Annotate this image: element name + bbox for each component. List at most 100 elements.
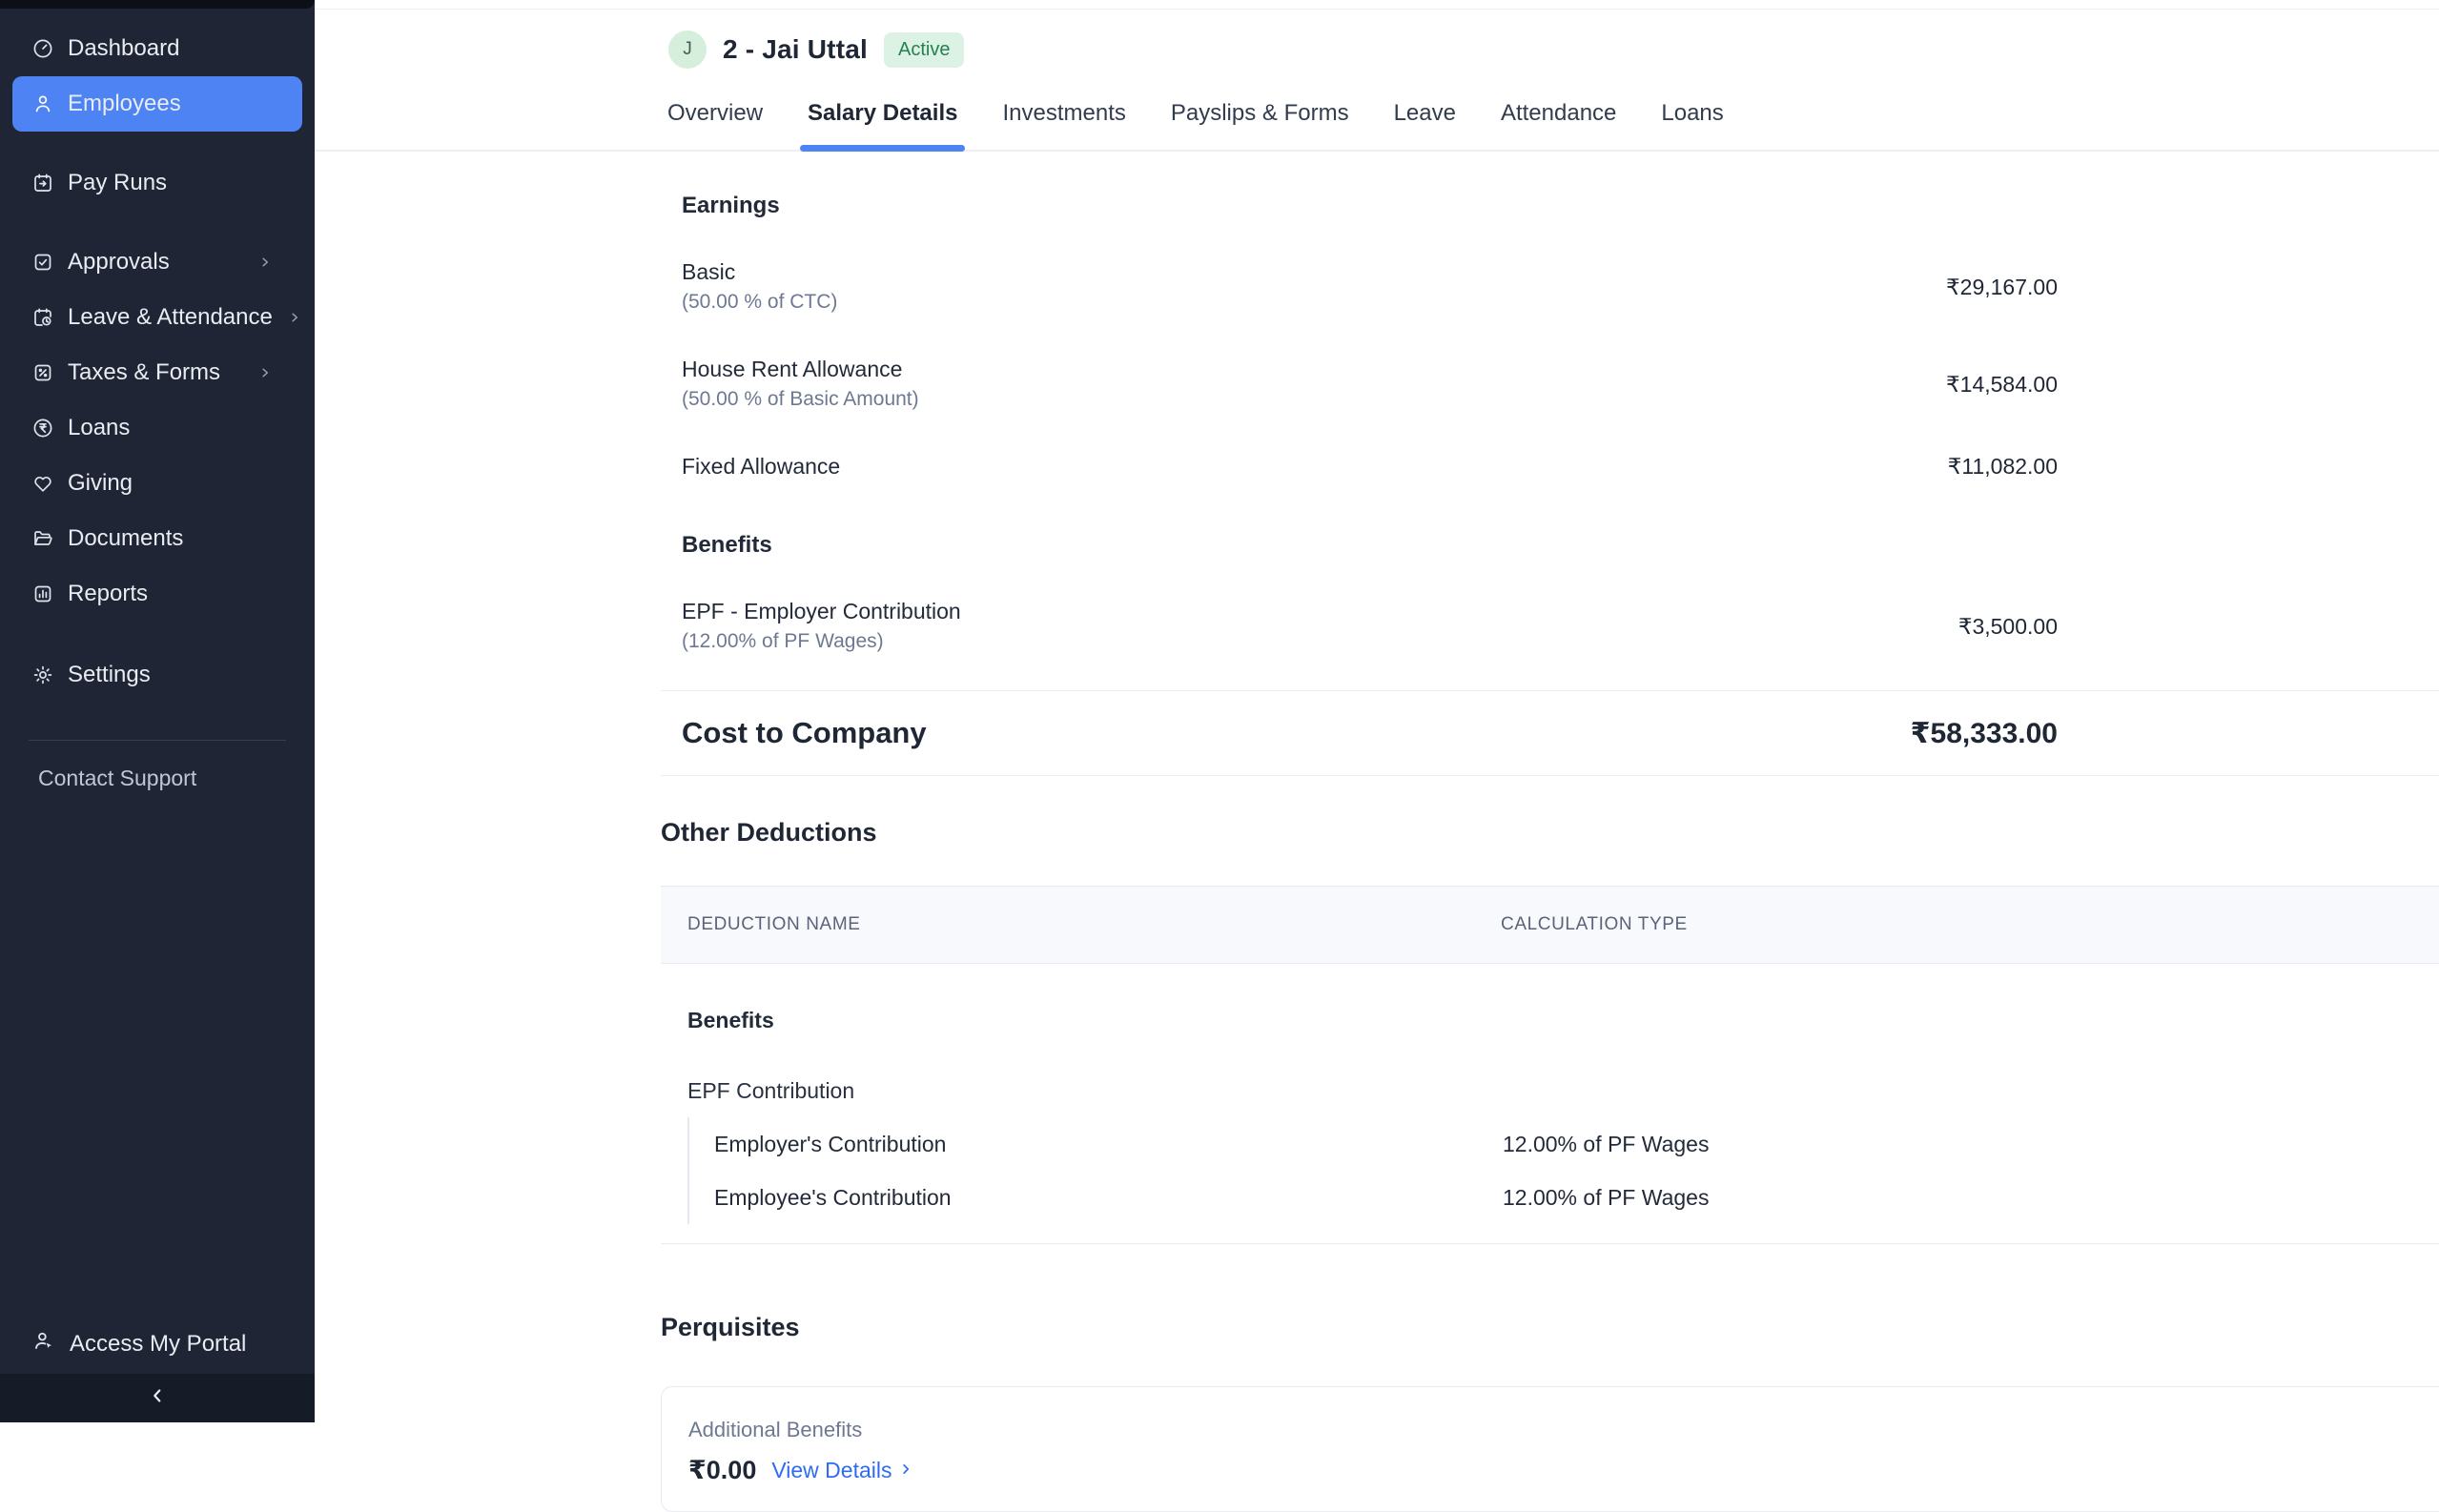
employees-icon <box>31 92 54 115</box>
divider <box>661 775 2439 776</box>
other-deductions-title: Other Deductions <box>661 818 877 847</box>
sidebar-spacer <box>0 211 315 235</box>
earnings-title: Earnings <box>682 193 780 218</box>
deductions-table-header: DEDUCTION NAME CALCULATION TYPE ACTIONS <box>661 887 2439 964</box>
ctc-monthly-amount: ₹58,333.00 <box>1910 717 2058 749</box>
view-details-link[interactable]: View Details <box>771 1458 914 1483</box>
pay-runs-icon <box>31 172 54 194</box>
leave-attendance-icon <box>31 306 54 329</box>
active-tab-underline <box>800 145 966 152</box>
giving-icon <box>31 472 54 495</box>
deduction-item-label: EPF Contribution <box>687 1078 855 1103</box>
view-details-label: View Details <box>771 1458 892 1482</box>
earning-name: Basic <box>682 259 736 284</box>
deduction-row-name: Employer's Contribution <box>714 1131 947 1156</box>
sidebar-top-strip <box>0 0 315 9</box>
tab-bar: Overview Salary Details Investments Pays… <box>315 94 2439 152</box>
loans-icon <box>31 417 54 439</box>
deduction-row-calc: 12.00% of PF Wages <box>1503 1131 1710 1156</box>
salary-details-panel: Earnings Basic (50.00 % of CTC) ₹29,167.… <box>315 193 2439 1512</box>
earning-monthly-amount: ₹14,584.00 <box>1946 371 2058 397</box>
earning-monthly-amount: ₹11,082.00 <box>1947 454 2058 479</box>
tab-leave[interactable]: Leave <box>1393 100 1456 126</box>
sidebar-item-label: Employees <box>68 91 181 116</box>
sidebar-item-reports[interactable]: Reports <box>12 566 302 622</box>
settings-icon <box>31 664 54 686</box>
tab-investments[interactable]: Investments <box>1002 100 1126 126</box>
chevron-right-icon <box>286 309 303 326</box>
benefit-note: (12.00% of PF Wages) <box>682 630 884 652</box>
cost-to-company-row: Cost to Company ₹58,333.00 ₹7,00,000.00 <box>682 691 2439 775</box>
sidebar-item-label: Settings <box>68 662 151 687</box>
main-content: J 2 - Jai Uttal Active Overview Salary D… <box>315 0 2439 1512</box>
sidebar-spacer <box>0 622 315 647</box>
sidebar-item-label: Giving <box>68 470 133 496</box>
sidebar-item-pay-runs[interactable]: Pay Runs <box>12 155 302 211</box>
access-my-portal-label: Access My Portal <box>70 1331 247 1357</box>
documents-icon <box>31 527 54 550</box>
sidebar-item-approvals[interactable]: Approvals <box>12 235 302 290</box>
benefit-name: EPF - Employer Contribution <box>682 599 961 623</box>
ctc-yearly-amount: ₹7,00,000.00 <box>2058 717 2439 750</box>
contact-support-link[interactable]: Contact Support <box>38 766 197 790</box>
access-my-portal-button[interactable]: Access My Portal <box>0 1315 315 1374</box>
sidebar-item-settings[interactable]: Settings <box>12 647 302 703</box>
employee-name: 2 - Jai Uttal <box>723 34 868 64</box>
tab-payslips-forms[interactable]: Payslips & Forms <box>1170 100 1349 126</box>
sidebar-item-taxes-forms[interactable]: Taxes & Forms <box>12 345 302 400</box>
column-header-deduction-name: DEDUCTION NAME <box>687 914 861 934</box>
earning-name: Fixed Allowance <box>682 454 841 479</box>
sidebar-item-label: Pay Runs <box>68 170 168 195</box>
chevron-right-icon <box>256 254 274 271</box>
benefit-row-epf-employer: EPF - Employer Contribution (12.00% of P… <box>682 597 2439 656</box>
perquisites-title: Perquisites <box>661 1313 800 1341</box>
top-divider <box>315 0 2439 10</box>
sidebar-item-label: Loans <box>68 415 131 440</box>
approvals-icon <box>31 251 54 274</box>
sidebar-item-employees[interactable]: Employees <box>12 76 302 132</box>
benefit-yearly-amount: ₹42,000.00 <box>2058 614 2439 640</box>
tab-salary-details[interactable]: Salary Details <box>800 94 966 152</box>
sidebar-spacer <box>0 132 315 155</box>
earning-name: House Rent Allowance <box>682 357 903 381</box>
earning-note: (50.00 % of CTC) <box>682 291 838 313</box>
earnings-section: Earnings Basic (50.00 % of CTC) ₹29,167.… <box>661 193 2439 776</box>
perquisites-section: Perquisites Additional Benefits ₹0.00 Vi… <box>661 1313 2439 1512</box>
chevron-left-icon <box>147 1385 168 1411</box>
dashboard-icon <box>31 37 54 60</box>
deduction-subrows: Employer's Contribution 12.00% of PF Wag… <box>687 1117 2439 1224</box>
other-deductions-section: Other Deductions DEDUCTION NAME CALCULAT… <box>661 818 2439 1244</box>
sidebar-item-leave-attendance[interactable]: Leave & Attendance <box>12 290 302 345</box>
employee-header: J 2 - Jai Uttal Active <box>315 10 2439 69</box>
sidebar-nav: Dashboard Employees Pay Runs <box>0 9 315 791</box>
sidebar: Dashboard Employees Pay Runs <box>0 0 315 1422</box>
sidebar-item-dashboard[interactable]: Dashboard <box>12 21 302 76</box>
column-header-actions: ACTIONS <box>2415 914 2439 935</box>
deductions-table: DEDUCTION NAME CALCULATION TYPE ACTIONS … <box>661 886 2439 1244</box>
tab-label: Salary Details <box>808 100 958 126</box>
earning-yearly-amount: ₹3,50,004.00 <box>2058 275 2439 300</box>
column-header-calculation-type: CALCULATION TYPE <box>1501 914 1688 934</box>
reports-icon <box>31 582 54 605</box>
sidebar-item-loans[interactable]: Loans <box>12 400 302 456</box>
sidebar-item-giving[interactable]: Giving <box>12 456 302 511</box>
status-badge: Active <box>883 31 965 68</box>
earning-note: (50.00 % of Basic Amount) <box>682 388 919 410</box>
tab-overview[interactable]: Overview <box>667 100 764 126</box>
additional-benefits-label: Additional Benefits <box>688 1418 863 1441</box>
sidebar-item-documents[interactable]: Documents <box>12 511 302 566</box>
earning-yearly-amount: ₹1,32,984.00 <box>2058 454 2439 480</box>
deduction-row-calc: 12.00% of PF Wages <box>1503 1184 1710 1210</box>
earning-row-fixed-allowance: Fixed Allowance ₹11,082.00 ₹1,32,984.00 <box>682 452 2439 481</box>
avatar: J <box>668 31 707 69</box>
table-row-employee-contribution: Employee's Contribution 12.00% of PF Wag… <box>689 1171 2439 1224</box>
sidebar-item-label: Approvals <box>68 249 170 275</box>
tab-attendance[interactable]: Attendance <box>1500 100 1617 126</box>
tab-loans[interactable]: Loans <box>1661 100 1724 126</box>
earning-yearly-amount: ₹1,75,008.00 <box>2058 372 2439 398</box>
table-bottom-border <box>661 1243 2439 1244</box>
earning-row-basic: Basic (50.00 % of CTC) ₹29,167.00 ₹3,50,… <box>682 257 2439 317</box>
sidebar-item-label: Dashboard <box>68 35 180 61</box>
chevron-right-icon <box>256 364 274 381</box>
sidebar-collapse-button[interactable] <box>0 1374 315 1422</box>
